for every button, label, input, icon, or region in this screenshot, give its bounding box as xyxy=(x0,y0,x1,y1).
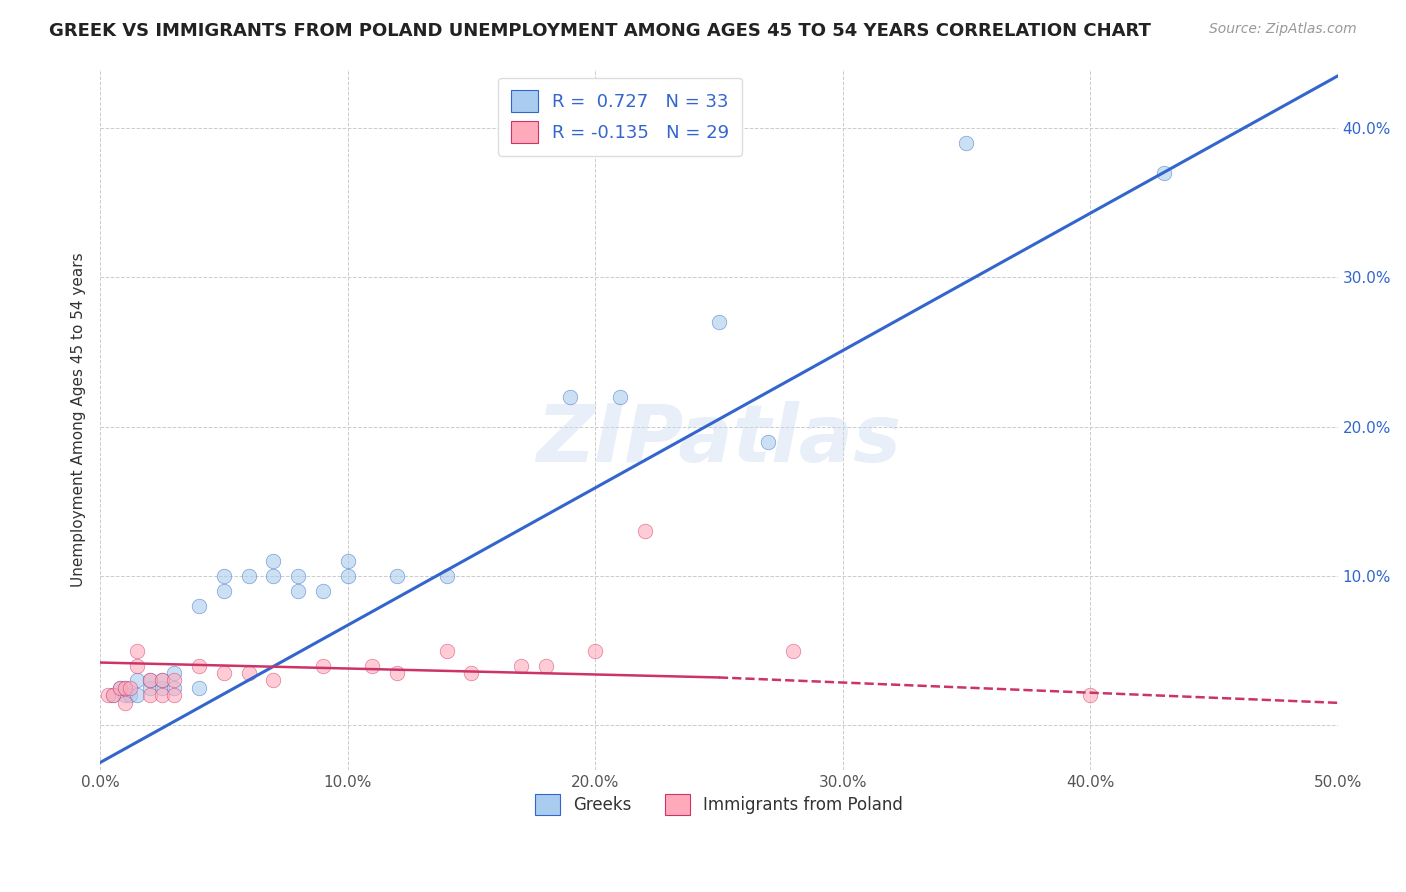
Point xyxy=(127,643,149,657)
Point xyxy=(212,569,235,583)
Point xyxy=(150,673,173,688)
Point xyxy=(262,554,284,568)
Point xyxy=(101,689,124,703)
Point xyxy=(127,658,149,673)
Point xyxy=(188,599,211,613)
Point xyxy=(212,665,235,680)
Point xyxy=(108,681,131,695)
Point xyxy=(163,681,186,695)
Point xyxy=(150,689,173,703)
Point xyxy=(163,665,186,680)
Point xyxy=(707,315,730,329)
Point xyxy=(138,673,160,688)
Point xyxy=(96,689,118,703)
Point xyxy=(1078,689,1101,703)
Point xyxy=(385,665,408,680)
Point xyxy=(287,583,309,598)
Text: GREEK VS IMMIGRANTS FROM POLAND UNEMPLOYMENT AMONG AGES 45 TO 54 YEARS CORRELATI: GREEK VS IMMIGRANTS FROM POLAND UNEMPLOY… xyxy=(49,22,1152,40)
Point xyxy=(336,554,359,568)
Point xyxy=(150,673,173,688)
Point xyxy=(118,681,141,695)
Point xyxy=(460,665,482,680)
Point xyxy=(138,681,160,695)
Point xyxy=(101,689,124,703)
Text: ZIPatlas: ZIPatlas xyxy=(536,401,901,479)
Point xyxy=(262,673,284,688)
Point xyxy=(436,569,458,583)
Point xyxy=(758,434,780,449)
Point xyxy=(127,689,149,703)
Point xyxy=(436,643,458,657)
Point xyxy=(127,673,149,688)
Point xyxy=(312,658,335,673)
Point xyxy=(238,569,260,583)
Point xyxy=(114,689,136,703)
Legend: Greeks, Immigrants from Poland: Greeks, Immigrants from Poland xyxy=(524,784,912,825)
Point xyxy=(163,673,186,688)
Point xyxy=(188,658,211,673)
Point xyxy=(138,689,160,703)
Point xyxy=(114,696,136,710)
Point xyxy=(955,136,977,150)
Point xyxy=(114,681,136,695)
Point xyxy=(118,689,141,703)
Point xyxy=(212,583,235,598)
Point xyxy=(262,569,284,583)
Point xyxy=(287,569,309,583)
Point xyxy=(560,390,582,404)
Point xyxy=(114,681,136,695)
Y-axis label: Unemployment Among Ages 45 to 54 years: Unemployment Among Ages 45 to 54 years xyxy=(72,252,86,587)
Point xyxy=(782,643,804,657)
Point xyxy=(188,681,211,695)
Point xyxy=(633,524,655,539)
Point xyxy=(150,681,173,695)
Point xyxy=(1153,166,1175,180)
Point xyxy=(312,583,335,598)
Point xyxy=(163,689,186,703)
Point xyxy=(509,658,531,673)
Text: Source: ZipAtlas.com: Source: ZipAtlas.com xyxy=(1209,22,1357,37)
Point xyxy=(108,681,131,695)
Point xyxy=(336,569,359,583)
Point xyxy=(361,658,384,673)
Point xyxy=(238,665,260,680)
Point xyxy=(138,673,160,688)
Point xyxy=(385,569,408,583)
Point xyxy=(609,390,631,404)
Point xyxy=(583,643,606,657)
Point xyxy=(534,658,557,673)
